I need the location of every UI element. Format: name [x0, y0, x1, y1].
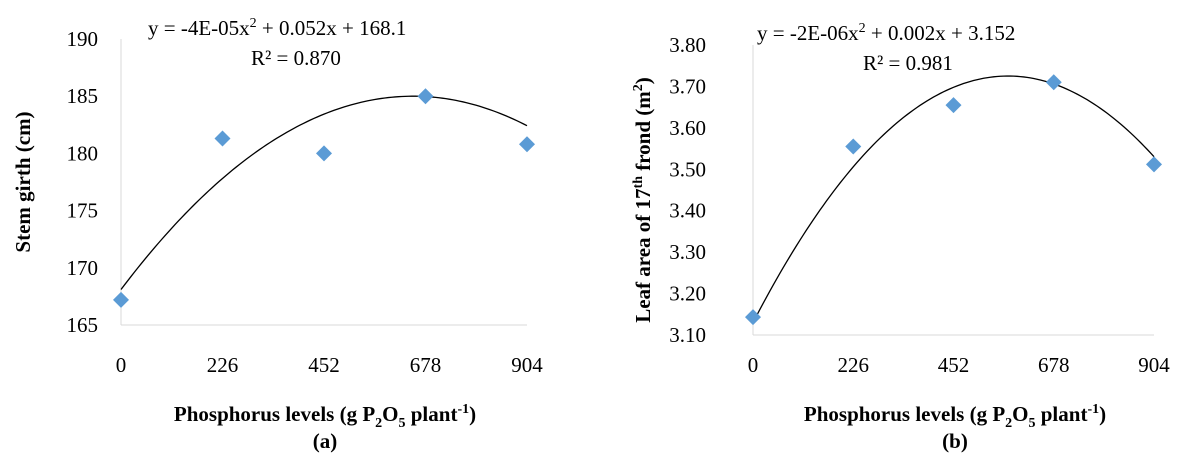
- data-point: [417, 88, 434, 105]
- x-tick-label: 678: [410, 353, 442, 377]
- y-tick-label: 3.50: [669, 157, 706, 181]
- data-point: [945, 97, 962, 114]
- y-tick-label: 180: [67, 141, 99, 165]
- chart-panel-a: 165 170 175 180 185 190 0 226 452 678 904 y = -4E…: [11, 16, 544, 453]
- data-point: [745, 309, 761, 326]
- y-tick-label: 3.80: [669, 33, 706, 57]
- x-tick-labels: 0 226 452 678 904: [748, 353, 1171, 377]
- x-tick-label: 0: [116, 353, 127, 377]
- y-tick-label: 165: [67, 313, 99, 337]
- x-tick-label: 452: [938, 353, 970, 377]
- data-point: [214, 130, 231, 147]
- y-tick-label: 3.20: [669, 282, 706, 306]
- y-axis-title: Stem girth (cm): [11, 111, 35, 252]
- trendline: [752, 75, 1155, 323]
- chart-b-svg: 3.10 3.20 3.30 3.40 3.50 3.60 3.70 3.80 0 226 452…: [631, 21, 1171, 453]
- x-tick-label: 904: [1138, 353, 1170, 377]
- x-axis-title: Phosphorus levels (g P2O5 plant-1): [804, 402, 1106, 431]
- r-squared: R² = 0.870: [251, 46, 341, 70]
- x-tick-label: 0: [748, 353, 759, 377]
- y-tick-label: 175: [67, 199, 99, 223]
- x-tick-label: 678: [1038, 353, 1070, 377]
- data-point: [1146, 156, 1162, 173]
- data-points: [113, 88, 535, 308]
- chart-panel-b: 3.10 3.20 3.30 3.40 3.50 3.60 3.70 3.80 0 226 452…: [591, 0, 1182, 460]
- trendline: [120, 95, 528, 290]
- data-point: [1045, 74, 1062, 91]
- y-tick-label: 3.30: [669, 240, 706, 264]
- panel-caption: (a): [313, 429, 338, 453]
- chart-a-svg: 165 170 175 180 185 190 0 226 452 678 904 y = -4E…: [11, 16, 544, 453]
- x-tick-label: 226: [207, 353, 239, 377]
- y-tick-label: 170: [67, 256, 99, 280]
- y-tick-label: 190: [67, 27, 99, 51]
- x-tick-label: 226: [838, 353, 870, 377]
- x-tick-label: 904: [511, 353, 543, 377]
- y-tick-label: 3.60: [669, 116, 706, 140]
- x-axis-title: Phosphorus levels (g P2O5 plant-1): [174, 402, 476, 431]
- y-tick-labels: 165 170 175 180 185 190: [67, 27, 99, 337]
- y-axis-title: Leaf area of 17th frond (m2): [631, 77, 655, 323]
- trend-equation: y = -4E-05x2 + 0.052x + 168.1: [148, 16, 406, 40]
- data-point: [316, 145, 332, 162]
- y-tick-label: 3.10: [669, 323, 706, 347]
- y-tick-labels: 3.10 3.20 3.30 3.40 3.50 3.60 3.70 3.80: [669, 33, 706, 347]
- data-point: [113, 291, 129, 308]
- data-point: [519, 136, 535, 153]
- trend-equation: y = -2E-06x2 + 0.002x + 3.152: [757, 21, 1015, 45]
- data-points: [745, 74, 1162, 326]
- x-tick-labels: 0 226 452 678 904: [116, 353, 544, 377]
- r-squared: R² = 0.981: [863, 51, 953, 75]
- y-tick-label: 3.40: [669, 199, 706, 223]
- x-tick-label: 452: [308, 353, 340, 377]
- panel-caption: (b): [942, 429, 968, 453]
- y-tick-label: 3.70: [669, 74, 706, 98]
- y-tick-label: 185: [67, 84, 99, 108]
- data-point: [845, 138, 862, 155]
